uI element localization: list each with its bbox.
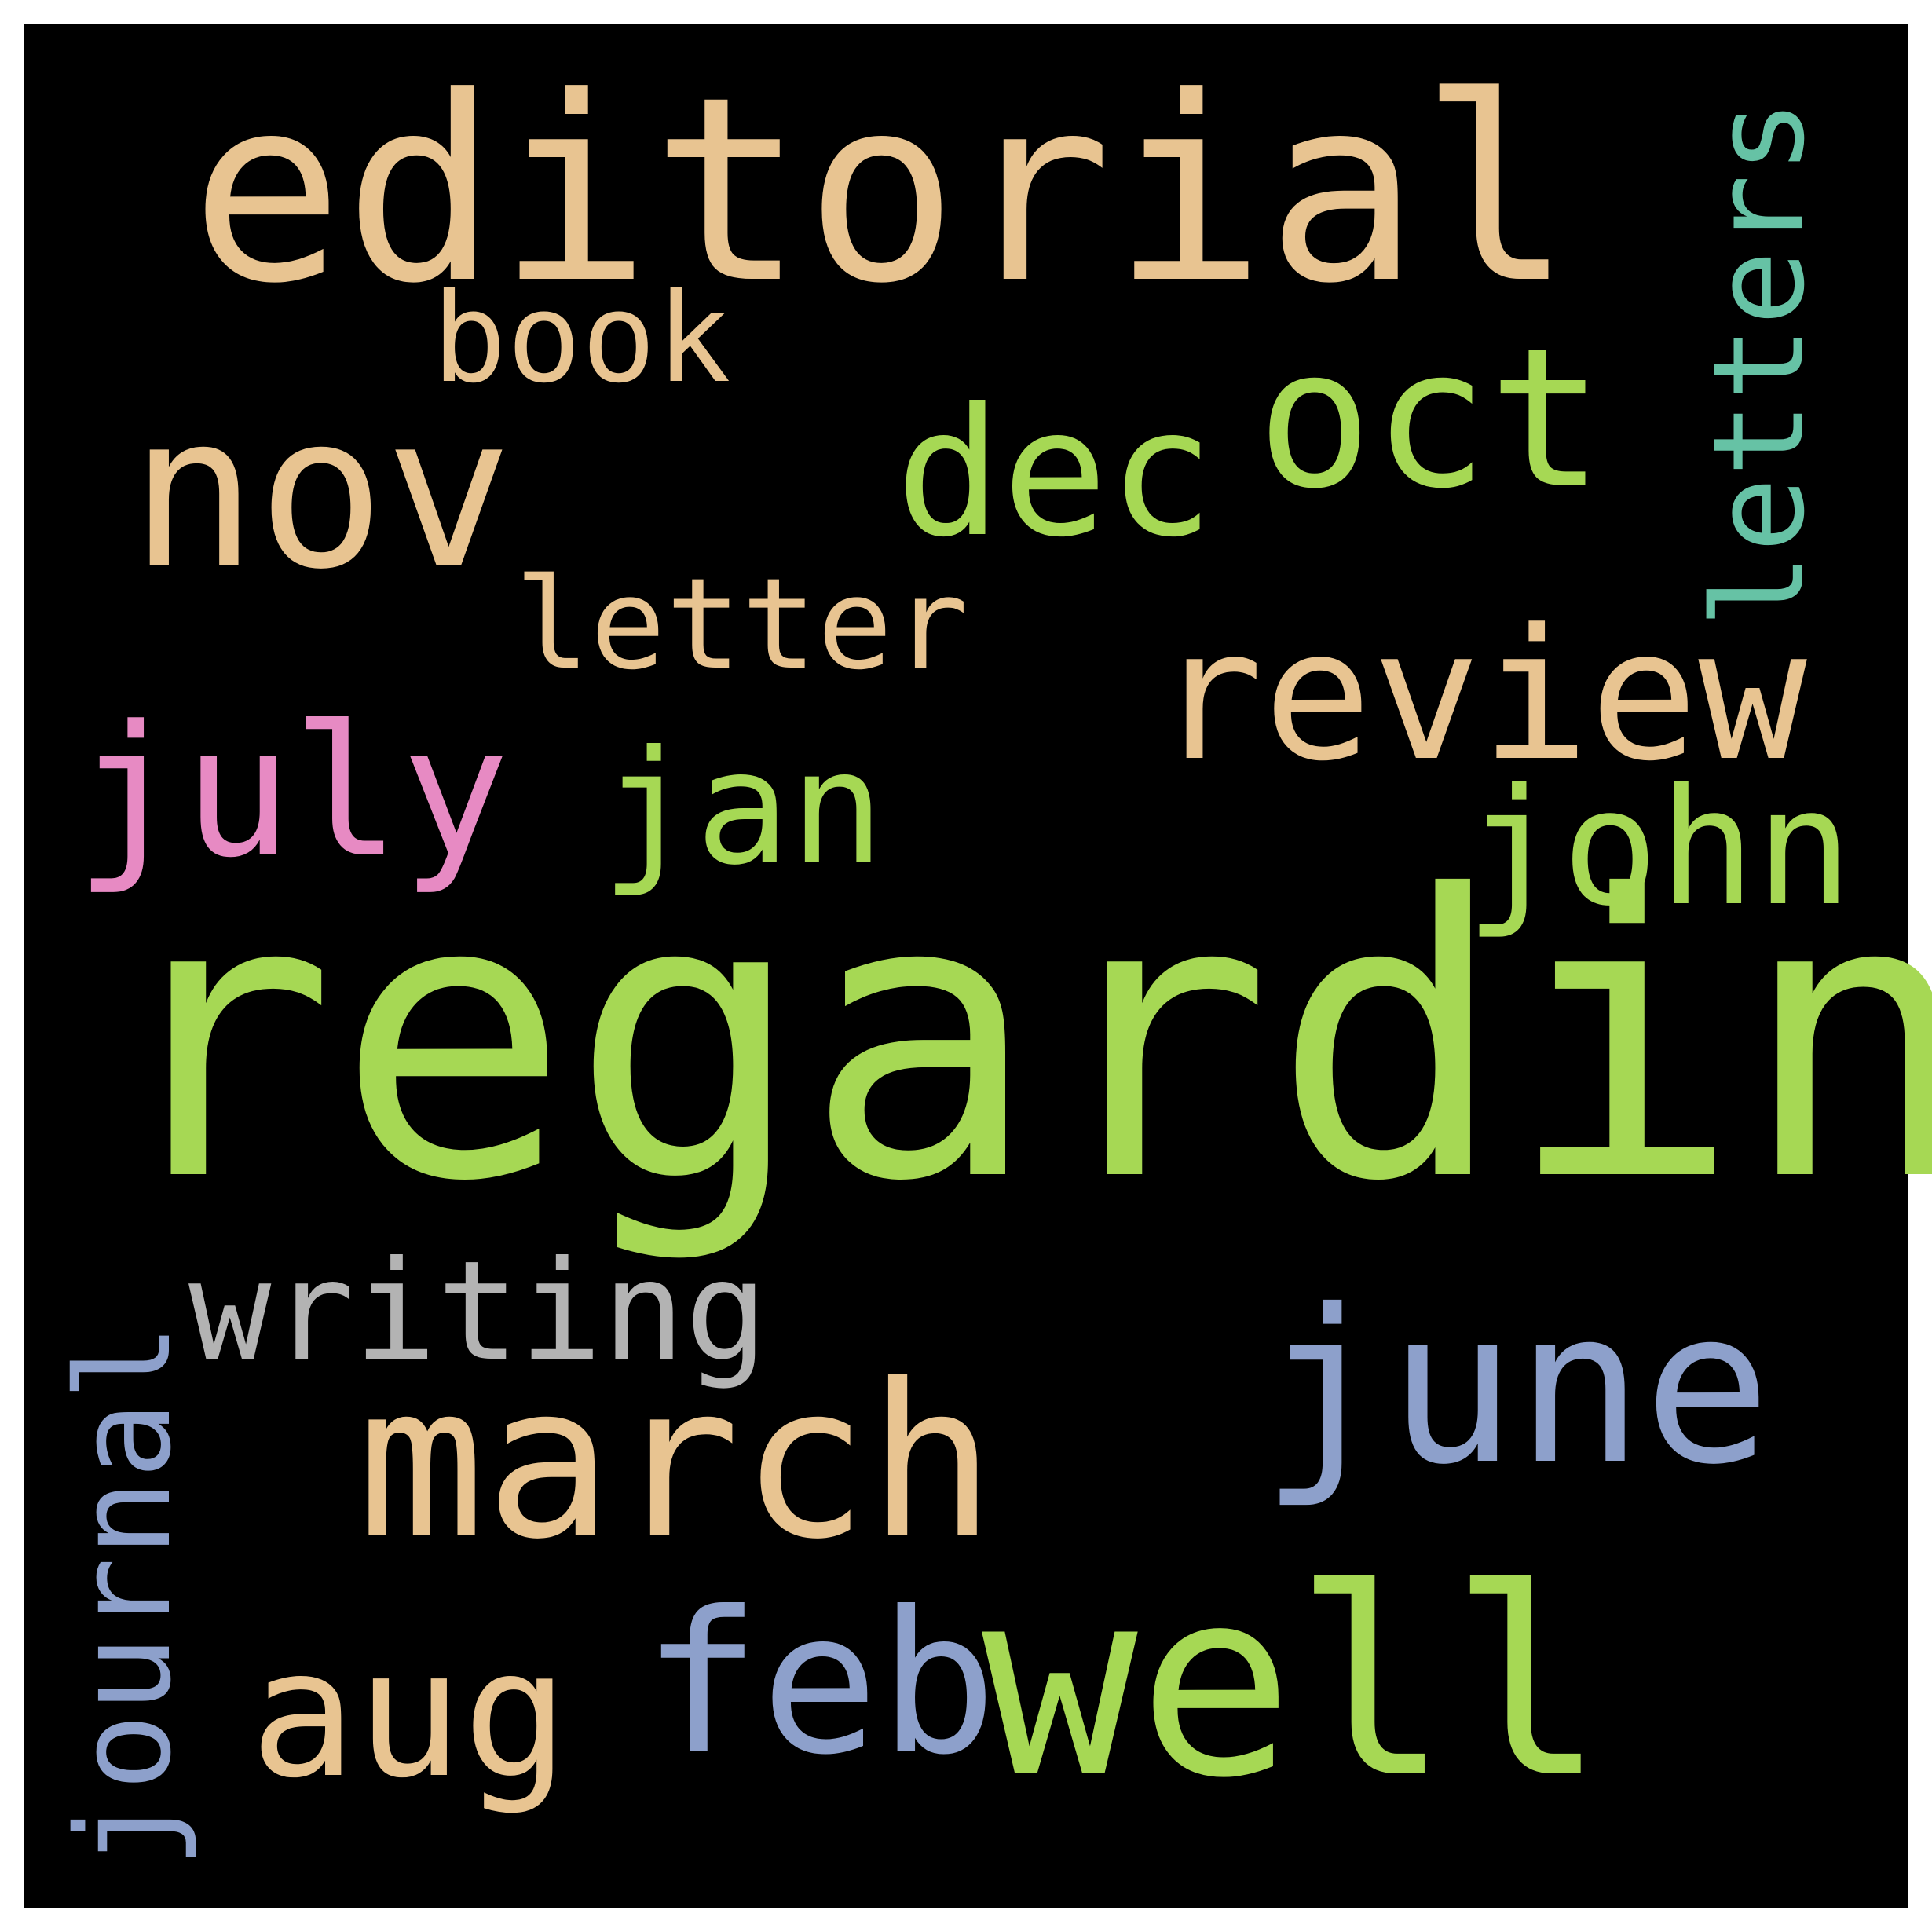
word-editorial: editorial: [190, 42, 1573, 339]
word-letter: letter: [514, 551, 968, 697]
word-review: review: [1154, 591, 1807, 801]
word-jan: jan: [601, 717, 884, 900]
word-book: book: [432, 266, 731, 411]
word-letters: letters: [1685, 99, 1832, 628]
word-oct: oct: [1257, 307, 1605, 531]
word-regarding: regarding: [102, 814, 1932, 1266]
word-feb: feb: [642, 1569, 997, 1798]
word-march: march: [357, 1338, 996, 1586]
word-nov: nov: [130, 368, 513, 616]
word-journal: journal: [49, 1323, 199, 1869]
word-well: well: [982, 1533, 1606, 1835]
word-john: john: [1465, 755, 1853, 942]
word-july: july: [75, 688, 510, 898]
word-writing: writing: [188, 1232, 768, 1392]
word-june: june: [1261, 1264, 1771, 1511]
word-dec: dec: [895, 371, 1214, 576]
word-aug: aug: [250, 1612, 569, 1817]
cloud-background: [24, 24, 1908, 1908]
